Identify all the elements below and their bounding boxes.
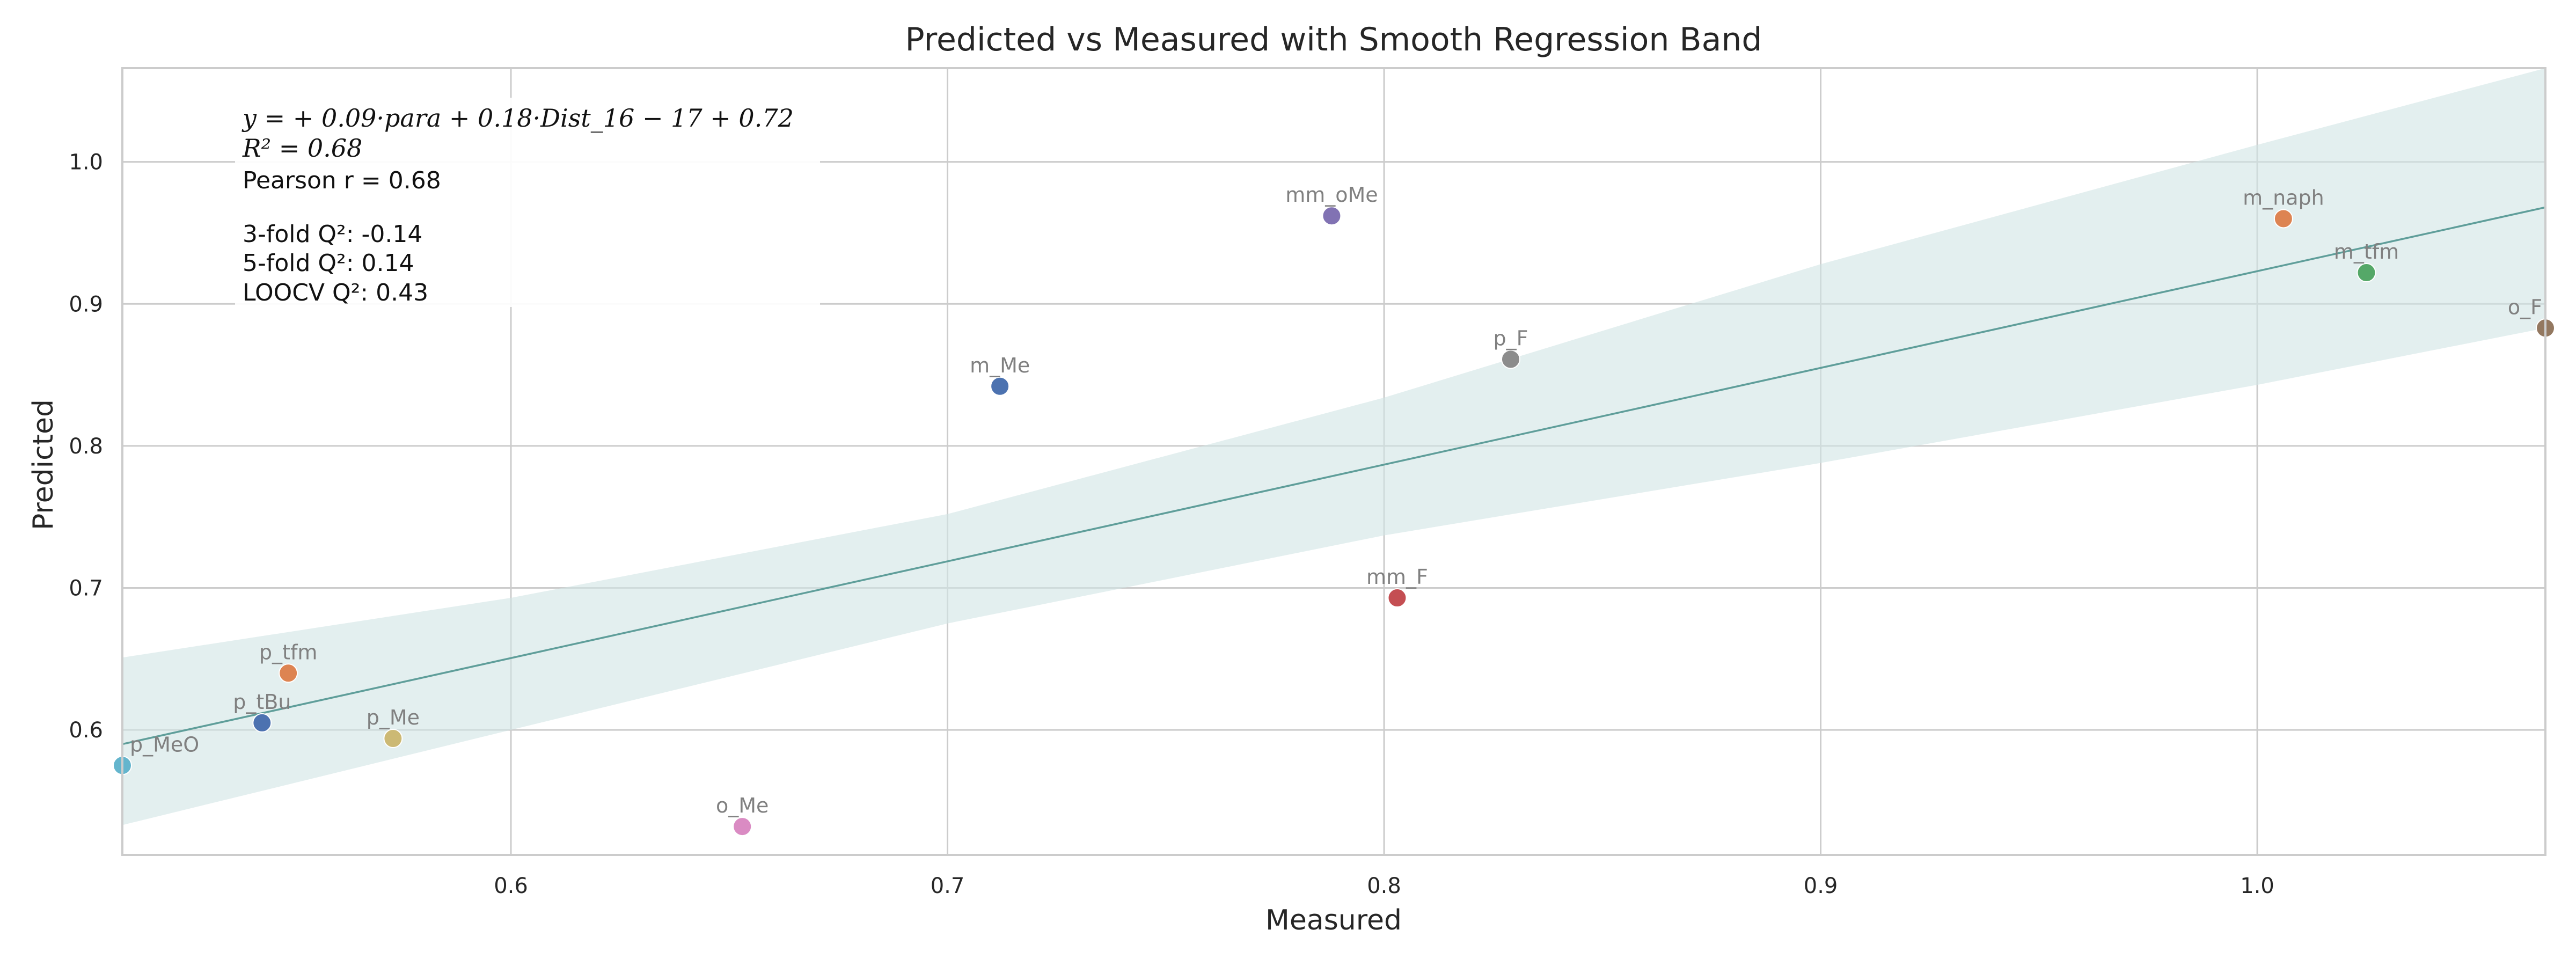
- data-point-label: p_tBu: [233, 690, 291, 714]
- confidence-band-area: [122, 68, 2545, 825]
- y-tick-label: 0.8: [69, 434, 103, 459]
- x-tick-labels: 0.6 0.7 0.8 0.9 1.0: [494, 874, 2274, 898]
- data-point-label: p_MeO: [130, 733, 199, 756]
- confidence-band: [122, 68, 2545, 825]
- q2-3fold: 3-fold Q²: -0.14: [243, 221, 422, 248]
- y-axis-label: Predicted: [27, 399, 60, 530]
- plot-frame: [121, 67, 2546, 856]
- y-tick-label: 1.0: [69, 150, 103, 175]
- x-tick-label: 1.0: [2240, 874, 2274, 898]
- stats-annotation: y = + 0.09·para + 0.18·Dist_16 − 17 + 0.…: [235, 98, 820, 307]
- y-tick-label: 0.7: [69, 576, 103, 601]
- data-point-label: p_Me: [367, 706, 420, 729]
- data-point: [990, 376, 1010, 396]
- data-point: [2273, 209, 2293, 229]
- x-tick-label: 0.6: [494, 874, 528, 898]
- data-point-label: p_F: [1493, 326, 1528, 350]
- x-tick-label: 0.7: [931, 874, 965, 898]
- data-point-label: o_Me: [716, 794, 769, 817]
- x-tick-label: 0.8: [1367, 874, 1401, 898]
- plot-border: [121, 67, 2546, 856]
- data-point-label: m_Me: [970, 354, 1030, 377]
- x-axis-label: Measured: [1265, 904, 1402, 936]
- data-point: [2357, 263, 2376, 283]
- q2-5fold: 5-fold Q²: 0.14: [243, 250, 414, 277]
- regression-line-path: [122, 206, 2546, 745]
- data-points: [113, 206, 2555, 837]
- regression-equation: y = + 0.09·para + 0.18·Dist_16 − 17 + 0.…: [241, 104, 794, 133]
- data-point-label: mm_oMe: [1285, 183, 1378, 207]
- regression-line: [122, 206, 2546, 745]
- data-point-label: m_naph: [2243, 186, 2324, 209]
- data-point-label: o_F: [2508, 295, 2542, 319]
- data-point: [1387, 588, 1407, 608]
- stats-annotation-background: [235, 98, 820, 307]
- y-tick-labels: 0.6 0.7 0.8 0.9 1.0: [69, 150, 103, 743]
- data-point-labels: p_MeO p_tBu p_tfm p_Me o_Me m_Me mm_oMe mm_F p_F…: [130, 183, 2542, 817]
- x-tick-label: 0.9: [1804, 874, 1838, 898]
- data-point: [279, 663, 298, 683]
- r-squared: R² = 0.68: [242, 134, 362, 163]
- data-point-label: mm_F: [1366, 565, 1428, 589]
- q2-loocv: LOOCV Q²: 0.43: [243, 279, 428, 306]
- chart-title: Predicted vs Measured with Smooth Regres…: [905, 21, 1762, 58]
- data-point: [733, 817, 752, 837]
- y-tick-label: 0.9: [69, 292, 103, 317]
- data-point: [252, 713, 272, 733]
- data-point: [383, 729, 403, 749]
- y-tick-label: 0.6: [69, 718, 103, 743]
- data-point: [1322, 206, 1342, 226]
- data-point-label: p_tfm: [259, 640, 317, 664]
- data-point-label: m_tfm: [2334, 240, 2399, 264]
- data-point: [1501, 349, 1520, 369]
- pearson-r: Pearson r = 0.68: [243, 167, 441, 194]
